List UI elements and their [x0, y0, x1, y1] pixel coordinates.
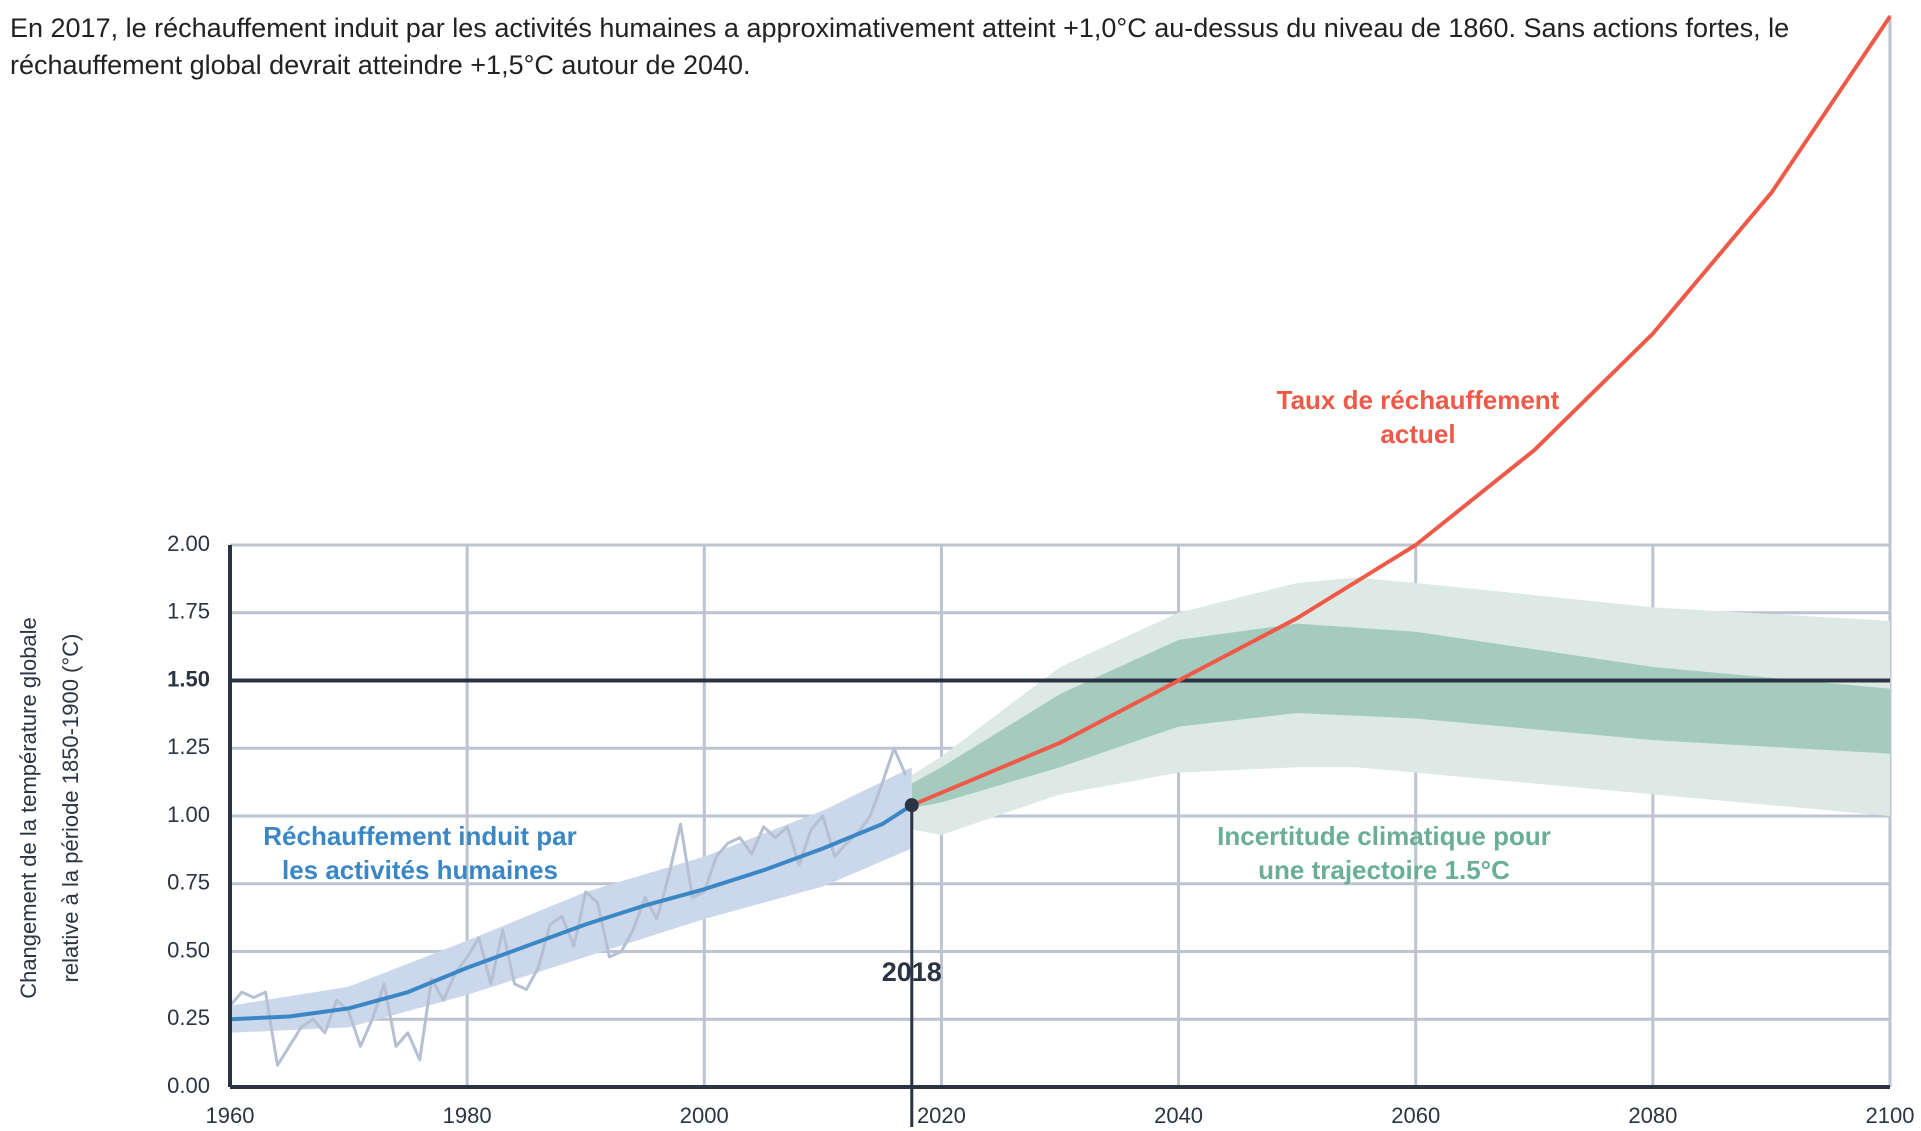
annotation: actuel	[1380, 419, 1455, 449]
y-tick-label: 0.25	[167, 1005, 210, 1030]
y-tick-label: 1.25	[167, 734, 210, 759]
y-tick-label: 0.00	[167, 1073, 210, 1098]
annotation: les activités humaines	[282, 855, 558, 885]
x-tick-label: 2060	[1391, 1103, 1440, 1128]
y-tick-label: 2.00	[167, 531, 210, 556]
uncertainty-band	[911, 623, 1890, 808]
y-tick-label: 0.50	[167, 937, 210, 962]
series-line	[911, 15, 1892, 808]
y-axis-label: Changement de la température globale	[16, 617, 41, 999]
uncertainty-band	[230, 767, 912, 1033]
x-tick-label: 2020	[917, 1103, 966, 1128]
annotation: Réchauffement induit par	[263, 821, 576, 851]
x-tick-label: 2080	[1628, 1103, 1677, 1128]
y-tick-label: 1.75	[167, 599, 210, 624]
x-tick-label: 1980	[443, 1103, 492, 1128]
annotation: Taux de réchauffement	[1277, 385, 1560, 415]
annotation: Incertitude climatique pour	[1217, 821, 1551, 851]
x-tick-label: 2100	[1866, 1103, 1915, 1128]
series-line	[229, 803, 913, 1022]
annotation: une trajectoire 1.5°C	[1258, 855, 1510, 885]
marker-label: 2018	[882, 957, 942, 987]
y-tick-label: 1.50	[167, 666, 210, 691]
y-tick-label: 0.75	[167, 870, 210, 895]
x-tick-label: 2040	[1154, 1103, 1203, 1128]
x-tick-label: 2000	[680, 1103, 729, 1128]
y-axis-label: relative à la période 1850-1900 (°C)	[58, 634, 83, 983]
caption: En 2017, le réchauffement induit par les…	[10, 13, 1790, 80]
x-tick-label: 1960	[206, 1103, 255, 1128]
y-tick-label: 1.00	[167, 802, 210, 827]
marker-dot	[904, 798, 919, 813]
